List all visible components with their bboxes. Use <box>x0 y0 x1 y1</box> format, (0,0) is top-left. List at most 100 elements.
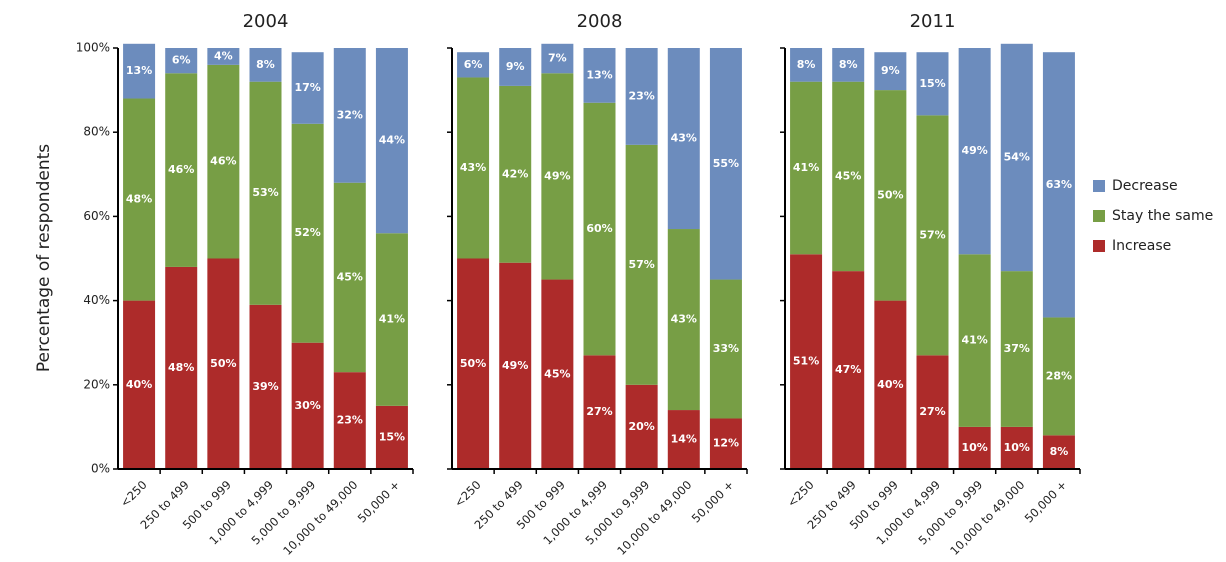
bar-segment <box>375 48 408 234</box>
bar-segment <box>1042 317 1075 436</box>
value-label: 15% <box>919 77 945 90</box>
value-label: 10% <box>1004 441 1030 454</box>
value-label: 12% <box>713 437 739 450</box>
value-label: 8% <box>256 58 275 71</box>
value-label: 60% <box>586 222 612 235</box>
x-tick-label: 10,000 to 49,000 <box>614 478 694 558</box>
bar-segment <box>709 279 742 419</box>
bar-segment <box>667 48 700 230</box>
value-label: 41% <box>379 313 405 326</box>
bar-segment <box>207 48 240 65</box>
value-label: 43% <box>460 161 486 174</box>
value-label: 63% <box>1046 178 1072 191</box>
bar-segment <box>123 43 156 99</box>
value-label: 30% <box>294 399 320 412</box>
bar-segment <box>499 85 532 263</box>
value-label: 14% <box>671 433 697 446</box>
bar-segment <box>958 48 991 255</box>
value-label: 50% <box>210 357 236 370</box>
value-label: 23% <box>337 414 363 427</box>
y-tick-label: 60% <box>83 209 110 223</box>
value-label: 4% <box>214 49 233 62</box>
bar-segment <box>207 64 240 259</box>
value-label: 40% <box>126 378 152 391</box>
bar-segment <box>1000 426 1033 469</box>
bar-segment <box>667 410 700 469</box>
value-label: 45% <box>337 270 363 283</box>
value-label: 8% <box>1050 445 1069 458</box>
value-label: 13% <box>586 68 612 81</box>
bar-segment <box>790 48 823 82</box>
value-label: 42% <box>502 167 528 180</box>
value-label: 23% <box>628 89 654 102</box>
value-label: 46% <box>210 155 236 168</box>
bar-segment <box>1042 52 1075 318</box>
bar-segment <box>541 43 574 74</box>
x-tick-label: 10,000 to 49,000 <box>280 478 360 558</box>
bar-segment <box>457 258 490 469</box>
value-label: 6% <box>464 58 483 71</box>
value-label: 49% <box>961 144 987 157</box>
value-label: 32% <box>337 108 363 121</box>
bar-segment <box>583 355 616 469</box>
x-tick-label: 50,000 + <box>1022 478 1070 526</box>
y-tick-label: 40% <box>83 293 110 307</box>
y-tick-label: 80% <box>83 125 110 139</box>
value-label: 47% <box>835 363 861 376</box>
bar-segment <box>165 73 198 267</box>
legend-swatch <box>1093 240 1105 252</box>
bar-segment <box>123 98 156 301</box>
value-label: 10% <box>961 441 987 454</box>
bar-segment <box>709 418 742 469</box>
bar-segment <box>333 48 366 183</box>
value-label: 55% <box>713 157 739 170</box>
bar-segment <box>874 90 907 301</box>
x-tick-label: <250 <box>117 478 149 510</box>
bar-segment <box>333 372 366 469</box>
value-label: 48% <box>126 193 152 206</box>
bar-segment <box>916 52 949 116</box>
value-label: 41% <box>793 161 819 174</box>
bar-segment <box>790 81 823 255</box>
y-tick-label: 100% <box>76 41 110 55</box>
bar-segment <box>667 229 700 411</box>
legend-swatch <box>1093 180 1105 192</box>
value-label: 48% <box>168 361 194 374</box>
x-tick-label: 50,000 + <box>355 478 403 526</box>
value-label: 37% <box>1004 342 1030 355</box>
bar-segment <box>499 48 532 86</box>
bar-segment <box>958 254 991 427</box>
bar-segment <box>375 233 408 406</box>
bar-segment <box>457 52 490 78</box>
x-tick-label: <250 <box>451 478 483 510</box>
bar-segment <box>832 81 865 272</box>
value-label: 45% <box>544 367 570 380</box>
value-label: 8% <box>797 58 816 71</box>
panel-title: 2004 <box>243 11 289 32</box>
bar-segment <box>832 271 865 469</box>
value-label: 51% <box>793 355 819 368</box>
bar-segment <box>541 279 574 469</box>
legend-label: Increase <box>1112 238 1171 254</box>
panel-title: 2011 <box>910 11 956 32</box>
value-label: 52% <box>294 226 320 239</box>
value-label: 6% <box>172 54 191 67</box>
value-label: 7% <box>548 52 567 65</box>
bar-segment <box>583 102 616 356</box>
bar-segment <box>874 52 907 91</box>
bar-segment <box>832 48 865 82</box>
value-label: 53% <box>252 186 278 199</box>
bar-segment <box>916 115 949 356</box>
panel-title: 2008 <box>577 11 623 32</box>
value-label: 50% <box>460 357 486 370</box>
bar-segment <box>541 73 574 280</box>
value-label: 33% <box>713 342 739 355</box>
bar-segment <box>625 48 658 145</box>
bar-segment <box>1000 271 1033 427</box>
bar-segment <box>291 123 324 343</box>
value-label: 15% <box>379 430 405 443</box>
bar-segment <box>1042 435 1075 469</box>
value-label: 57% <box>919 228 945 241</box>
legend-label: Decrease <box>1112 178 1178 194</box>
